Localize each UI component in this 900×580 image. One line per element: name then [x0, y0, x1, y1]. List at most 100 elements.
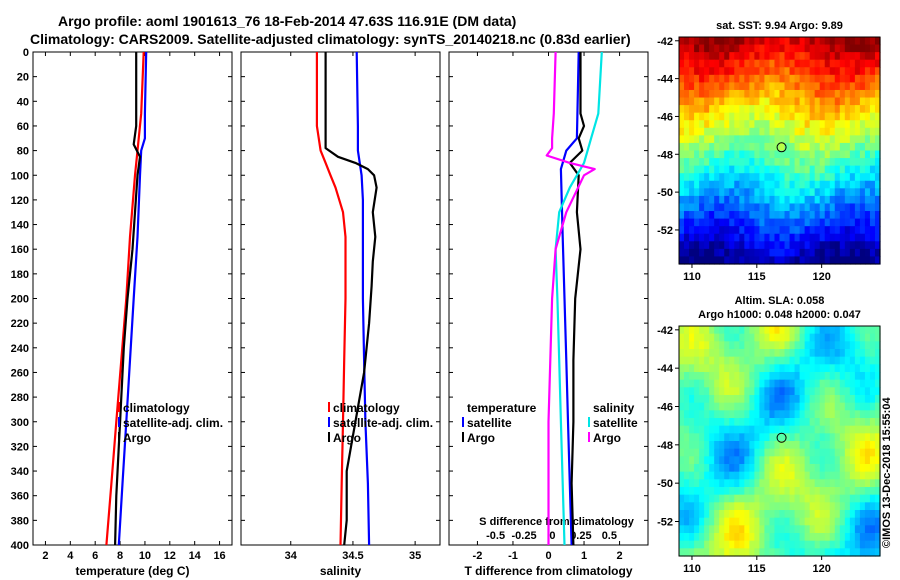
map-cell	[854, 510, 861, 519]
map-cell	[789, 120, 796, 129]
map-cell	[814, 112, 821, 121]
map-cell	[849, 180, 856, 189]
map-cell	[729, 333, 735, 342]
map-cell	[824, 248, 831, 258]
map-cell	[714, 433, 720, 442]
map-cell	[704, 510, 710, 519]
map-cell	[759, 37, 766, 46]
map-cell	[869, 195, 876, 205]
map-cell	[844, 44, 851, 53]
map-cell	[679, 165, 685, 174]
map-cell	[794, 510, 801, 519]
map-cell	[704, 67, 710, 76]
map-cell	[704, 127, 710, 136]
map-cell	[864, 410, 871, 419]
map-cell	[854, 487, 861, 496]
map-cell	[724, 120, 730, 129]
map-cell	[834, 525, 841, 534]
map-cell	[804, 82, 811, 91]
map-cell	[724, 333, 730, 342]
map-cell	[829, 379, 836, 388]
map-cell	[859, 395, 866, 404]
y-tick-label: 80	[17, 146, 29, 158]
map-cell	[804, 333, 811, 342]
map-cell	[789, 44, 796, 53]
map-cell	[834, 548, 841, 557]
map-cell	[854, 456, 861, 465]
map-cell	[769, 471, 776, 480]
map-cell	[764, 256, 771, 265]
title-line1: Argo profile: aoml 1901613_76 18-Feb-201…	[58, 13, 516, 29]
map-cell	[789, 203, 796, 212]
map-cell	[774, 158, 781, 167]
map-cell	[844, 248, 851, 258]
map-cell	[699, 89, 705, 99]
map-cell	[679, 105, 685, 114]
map-cell	[749, 211, 755, 220]
map-cell	[754, 418, 761, 427]
map-cell	[729, 233, 735, 242]
map-cell	[734, 479, 740, 488]
map-cell	[759, 120, 766, 129]
map-cell	[739, 226, 745, 235]
map-cell	[729, 525, 735, 534]
map-cell	[709, 165, 715, 174]
map-cell	[874, 471, 881, 480]
map-cell	[809, 165, 816, 174]
map-cell	[809, 203, 816, 212]
map-cell	[844, 135, 851, 144]
map-cell	[839, 44, 846, 53]
map-cell	[779, 510, 786, 519]
map-cell	[854, 142, 861, 152]
map-cell	[789, 364, 796, 373]
map-cell	[759, 256, 766, 265]
legend-label: Argo	[333, 431, 361, 445]
map-cell	[874, 349, 881, 358]
map-cell	[794, 211, 801, 220]
map-cell	[829, 494, 836, 503]
map-cell	[754, 533, 761, 542]
map-cell	[779, 410, 786, 419]
map-cell	[859, 387, 866, 396]
map-cell	[774, 241, 781, 250]
map-cell	[689, 89, 695, 99]
y-tick-label: 220	[11, 318, 29, 330]
map-cell	[819, 349, 826, 358]
map-cell	[854, 44, 861, 53]
map-cell	[769, 525, 776, 534]
map-cell	[719, 256, 725, 265]
map-cell	[784, 135, 791, 144]
map-cell	[679, 418, 685, 427]
map-cell	[789, 165, 796, 174]
map-cell	[869, 112, 876, 121]
map-cell	[714, 44, 720, 53]
map-cell	[854, 165, 861, 174]
map-cell	[689, 211, 695, 220]
map-cell	[809, 533, 816, 542]
map-cell	[684, 418, 690, 427]
map-cell	[804, 502, 811, 511]
map-cell	[774, 180, 781, 189]
map-cell	[859, 135, 866, 144]
map-cell	[789, 226, 796, 235]
map-cell	[769, 356, 776, 365]
map-cell	[854, 517, 861, 526]
map-cell	[814, 517, 821, 526]
map-cell	[679, 341, 685, 350]
map-cell	[869, 479, 876, 488]
map-cell	[844, 410, 851, 419]
map-cell	[684, 120, 690, 129]
map-cell	[804, 387, 811, 396]
map-cell	[769, 402, 776, 411]
map-cell	[699, 256, 705, 265]
map-cell	[769, 82, 776, 91]
map-cell	[764, 158, 771, 167]
map-cell	[724, 441, 730, 450]
map-cell	[784, 203, 791, 212]
map-cell	[834, 341, 841, 350]
map-cell	[839, 135, 846, 144]
map-cell	[719, 135, 725, 144]
map-cell	[689, 387, 695, 396]
map-cell	[714, 387, 720, 396]
x-tick-label: 115	[748, 271, 766, 283]
